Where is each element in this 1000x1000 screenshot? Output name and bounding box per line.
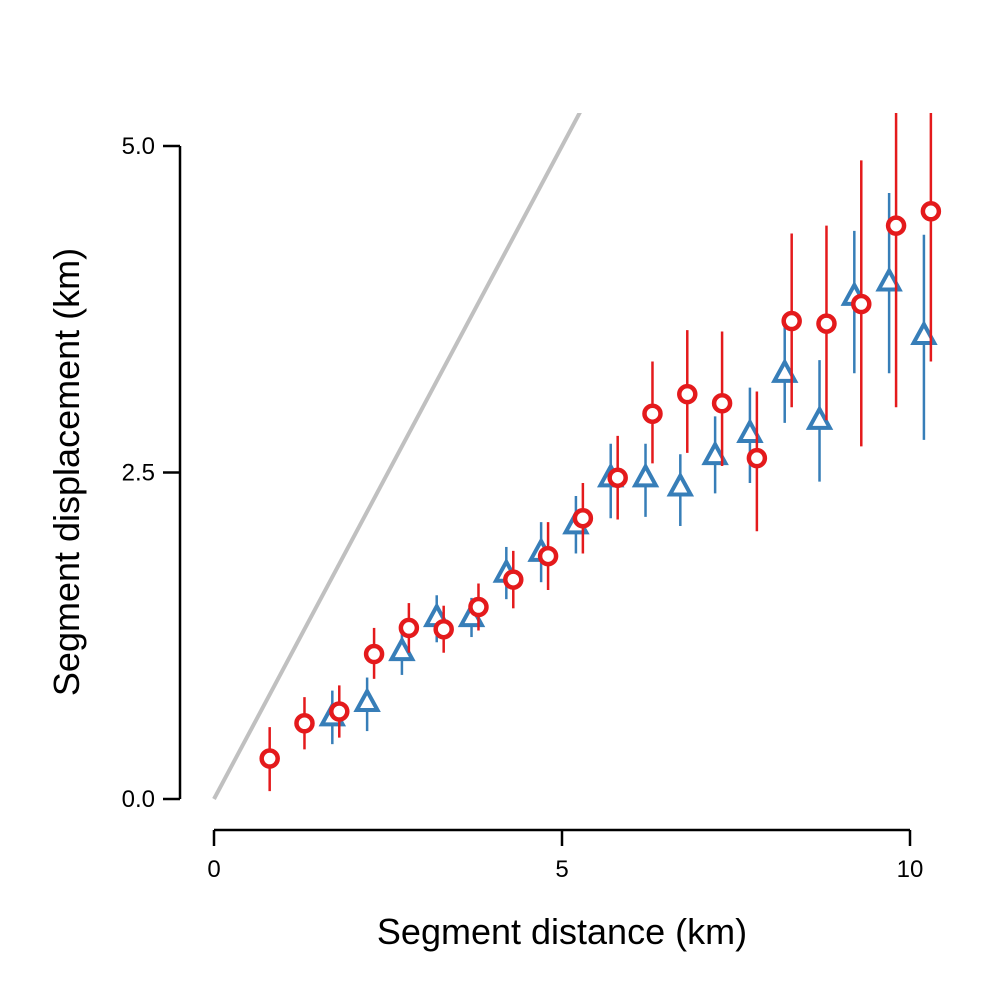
data-point-circle <box>329 701 350 722</box>
data-point-circle <box>677 383 698 405</box>
data-point-triangle <box>631 462 660 488</box>
data-point-triangle <box>875 266 903 292</box>
y-tick-label: 2.5 <box>122 460 155 487</box>
data-point-circle <box>851 293 872 315</box>
x-axis: 0 5 10 <box>207 828 923 883</box>
data-point-circle <box>433 618 454 640</box>
y-axis-ticks: 0.0 2.5 5.0 <box>122 133 180 813</box>
one-to-one-reference-line <box>212 113 582 800</box>
data-point-circle <box>885 215 907 236</box>
x-axis-ticks: 0 5 10 <box>207 830 923 883</box>
x-tick-label: 0 <box>207 856 220 883</box>
data-point-circle <box>607 467 628 488</box>
y-tick-label: 5.0 <box>122 133 155 160</box>
data-point-circle <box>259 748 280 769</box>
circle-series <box>259 113 942 792</box>
data-point-triangle <box>770 357 799 383</box>
x-axis-title: Segment distance (km) <box>377 911 747 952</box>
data-point-circle <box>642 403 663 424</box>
data-point-triangle <box>805 404 834 430</box>
y-tick-label: 0.0 <box>122 786 155 813</box>
data-point-circle <box>920 201 942 222</box>
y-axis: 0.0 2.5 5.0 <box>122 133 182 813</box>
data-point-circle <box>398 617 420 639</box>
triangle-series <box>318 193 938 745</box>
data-point-circle <box>746 447 768 469</box>
data-point-circle <box>363 643 385 665</box>
x-tick-label: 5 <box>555 856 568 883</box>
data-point-triangle <box>388 636 416 662</box>
data-point-circle <box>294 713 315 734</box>
data-point-triangle <box>666 471 695 497</box>
data-point-triangle <box>910 319 938 346</box>
data-marks-layer <box>259 113 942 792</box>
data-point-triangle <box>701 440 729 466</box>
data-point-circle <box>468 596 489 618</box>
reference-line-layer <box>212 113 582 800</box>
data-point-circle <box>572 507 594 529</box>
x-tick-label: 10 <box>897 856 924 883</box>
data-point-circle <box>503 569 524 590</box>
data-point-circle <box>816 313 837 334</box>
data-point-triangle <box>736 417 764 443</box>
data-point-triangle <box>353 686 381 713</box>
data-point-circle <box>537 545 559 567</box>
data-point-circle <box>711 393 733 414</box>
data-point-circle <box>781 310 802 332</box>
y-axis-title: Segment displacement (km) <box>46 248 87 696</box>
